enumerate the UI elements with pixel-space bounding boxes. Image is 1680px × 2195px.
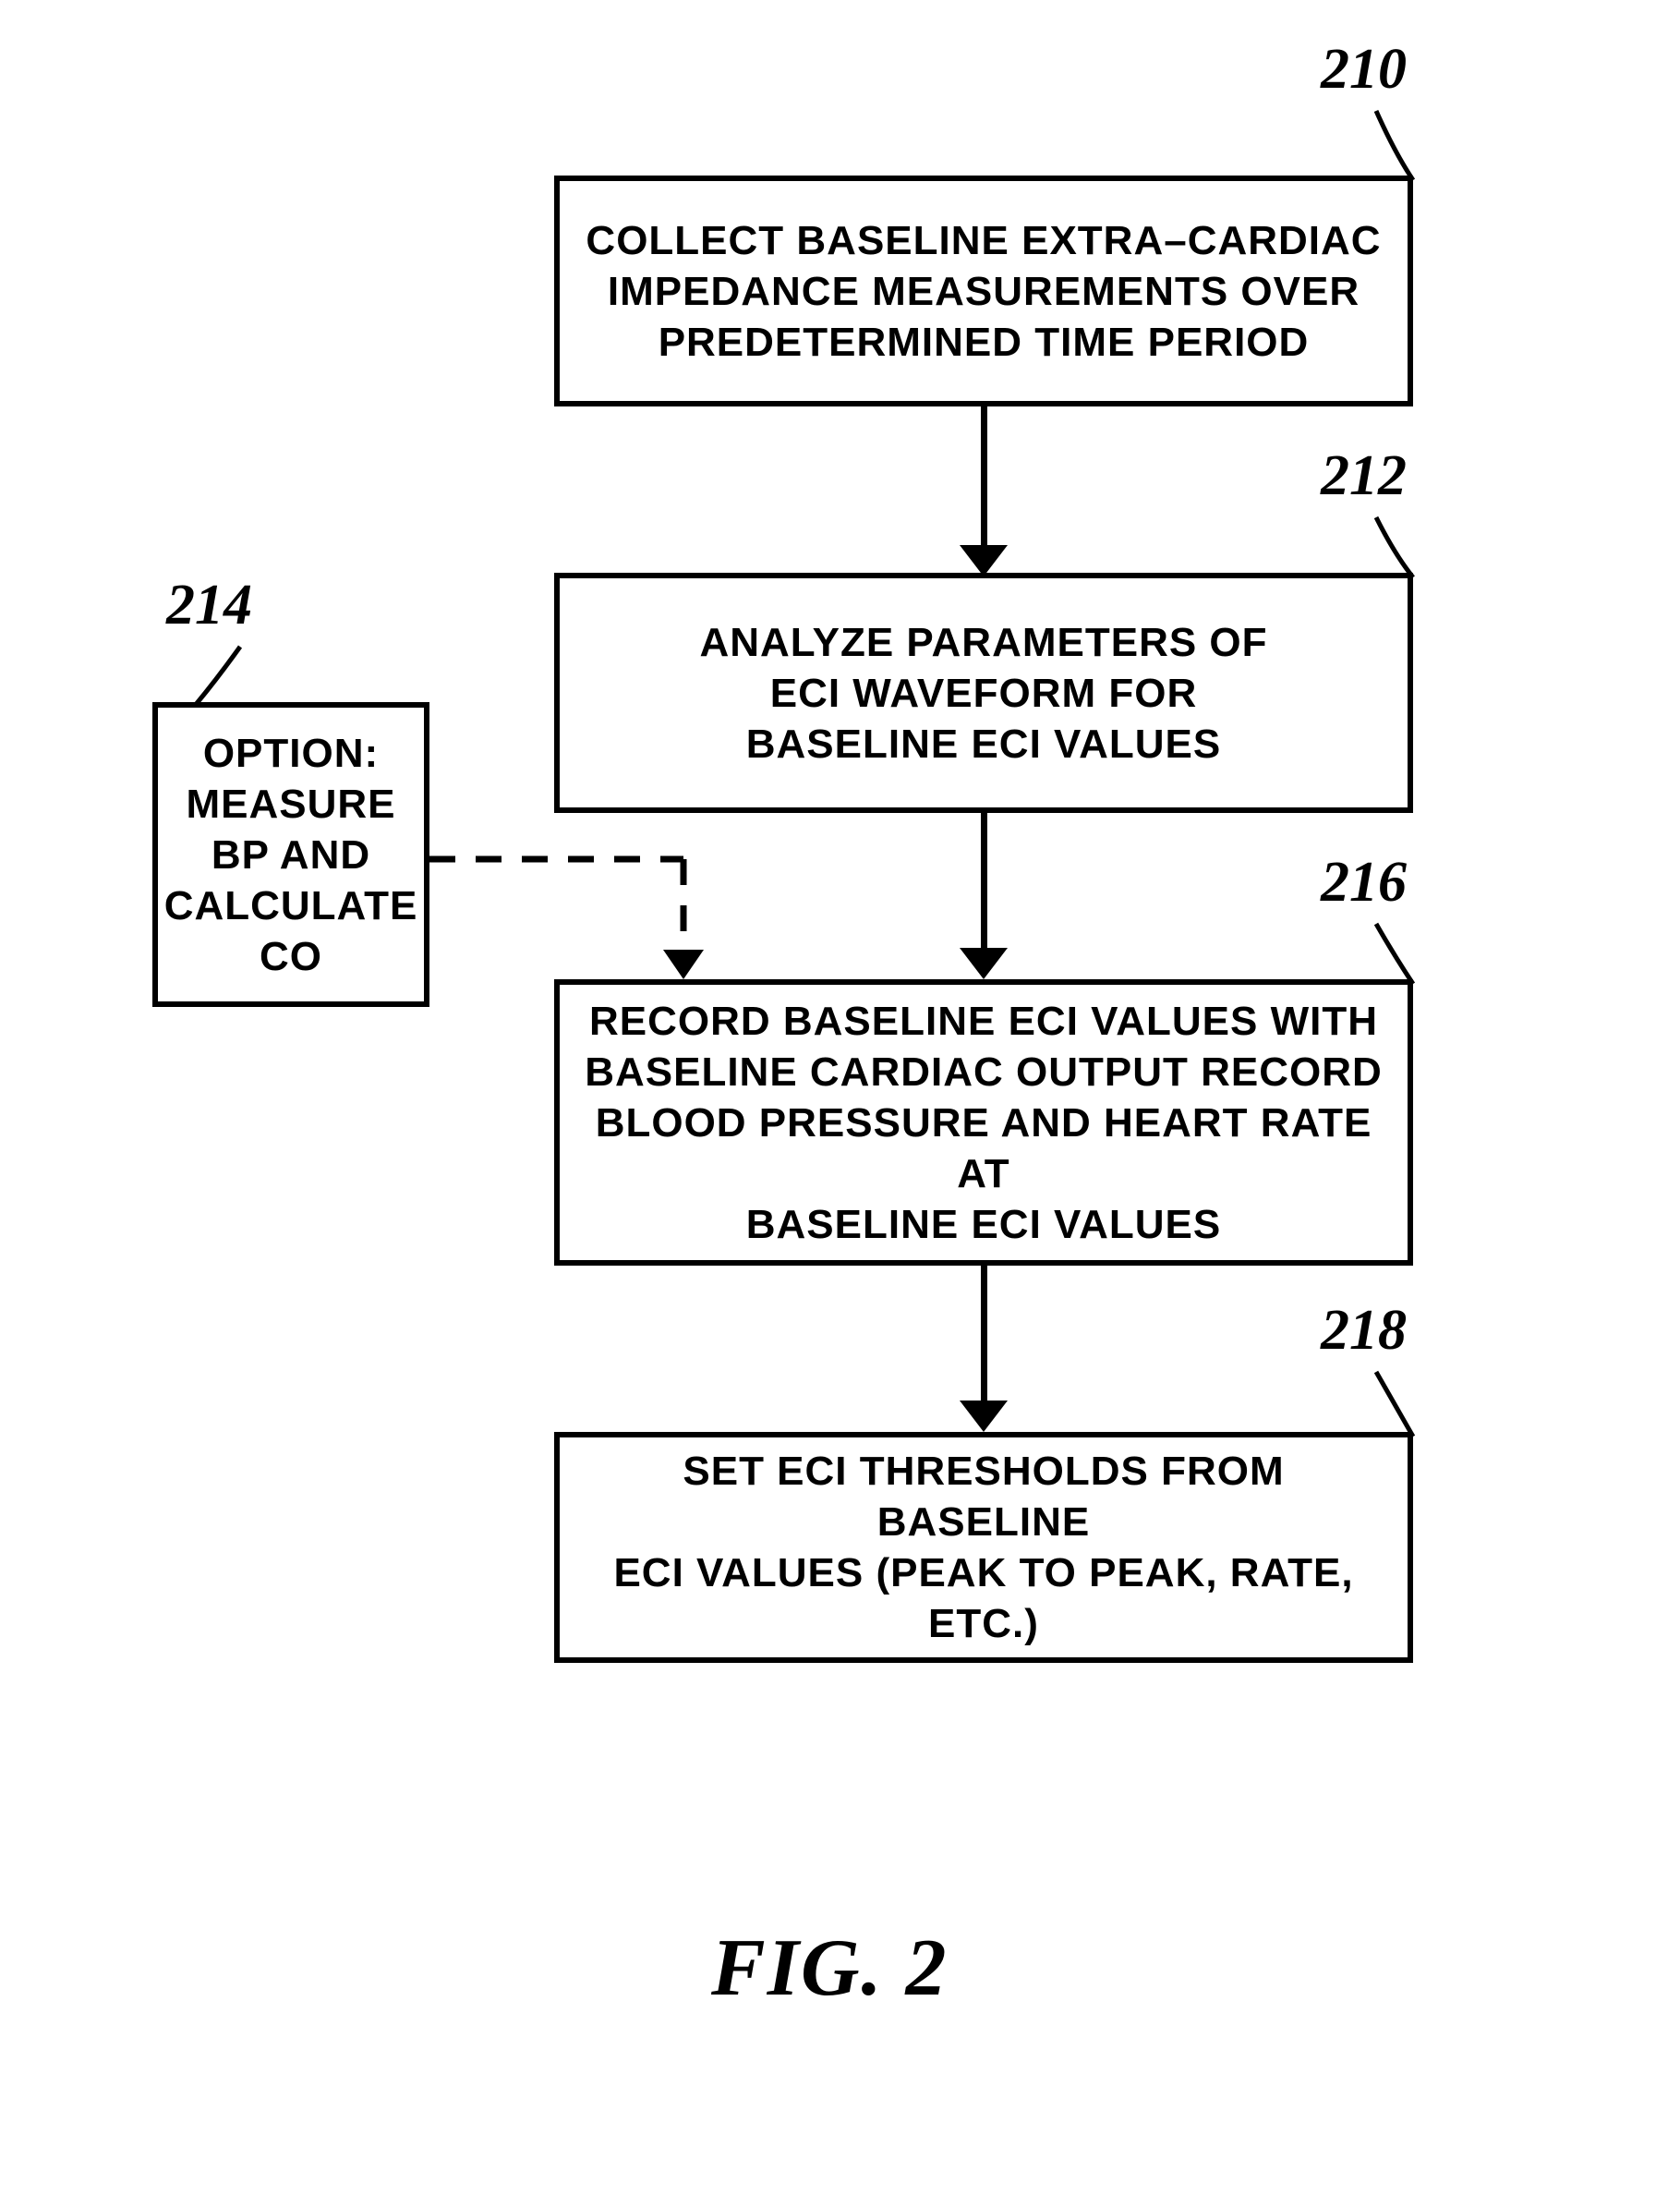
diagram-canvas: 210 212 214 216 218 COLLECT BASELINE EXT… — [0, 0, 1680, 2195]
box-210-text: COLLECT BASELINE EXTRA–CARDIAC IMPEDANCE… — [586, 215, 1381, 368]
arrow-212-216-head — [960, 948, 1008, 979]
box-216: RECORD BASELINE ECI VALUES WITH BASELINE… — [554, 979, 1413, 1266]
ref-218: 218 — [1321, 1298, 1407, 1364]
figure-caption: FIG. 2 — [711, 1922, 949, 2015]
box-212-text: ANALYZE PARAMETERS OF ECI WAVEFORM FOR B… — [699, 617, 1267, 770]
box-216-text: RECORD BASELINE ECI VALUES WITH BASELINE… — [582, 996, 1385, 1250]
box-212: ANALYZE PARAMETERS OF ECI WAVEFORM FOR B… — [554, 573, 1413, 813]
arrow-216-218-line — [981, 1266, 987, 1404]
arrow-216-218-head — [960, 1401, 1008, 1432]
box-214-text: OPTION: MEASURE BP AND CALCULATE CO — [164, 728, 418, 982]
box-214: OPTION: MEASURE BP AND CALCULATE CO — [152, 702, 429, 1007]
box-210: COLLECT BASELINE EXTRA–CARDIAC IMPEDANCE… — [554, 176, 1413, 406]
arrow-210-212-head — [960, 545, 1008, 576]
ref-212: 212 — [1321, 443, 1407, 509]
ref-214: 214 — [166, 573, 252, 638]
arrow-212-216-line — [981, 813, 987, 952]
box-218-text: SET ECI THRESHOLDS FROM BASELINE ECI VAL… — [582, 1446, 1385, 1649]
ref-210: 210 — [1321, 37, 1407, 103]
ref-216: 216 — [1321, 850, 1407, 916]
box-218: SET ECI THRESHOLDS FROM BASELINE ECI VAL… — [554, 1432, 1413, 1663]
arrow-210-212-line — [981, 406, 987, 549]
